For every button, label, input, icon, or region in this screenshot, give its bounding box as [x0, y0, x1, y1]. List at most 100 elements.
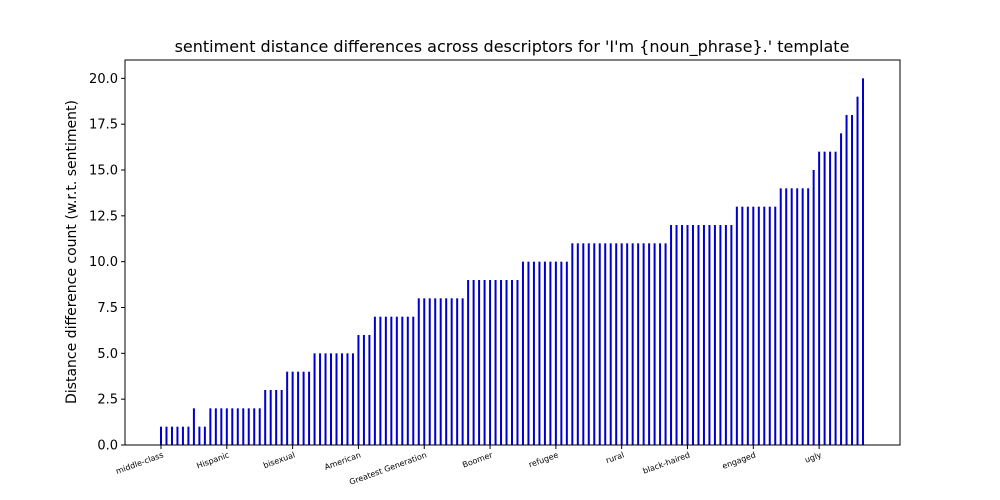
y-tick-label: 2.5: [97, 393, 118, 408]
bar: [478, 280, 481, 445]
bar: [763, 206, 766, 445]
bar: [571, 243, 574, 445]
bars-group: [160, 78, 864, 446]
bar: [264, 390, 267, 445]
bar: [856, 96, 859, 446]
bar: [302, 371, 305, 445]
bar: [390, 316, 393, 445]
bar: [351, 353, 354, 445]
bar: [637, 243, 640, 445]
bar: [527, 261, 530, 445]
bar: [220, 408, 223, 445]
bar: [511, 280, 513, 445]
bar: [648, 243, 651, 445]
bar: [653, 243, 656, 445]
bar: [774, 206, 777, 445]
bar: [450, 298, 453, 445]
bar: [642, 243, 645, 445]
bar: [373, 316, 376, 445]
bar: [604, 243, 607, 445]
bar: [543, 261, 546, 445]
bar: [362, 335, 365, 445]
bar: [587, 243, 590, 445]
bar: [297, 371, 300, 445]
y-axis-label: Distance difference count (w.r.t. sentim…: [64, 100, 80, 404]
bar: [812, 170, 815, 445]
bar: [697, 225, 700, 445]
bar: [384, 316, 387, 445]
bar: [686, 225, 689, 445]
bar: [752, 206, 755, 445]
bar: [346, 353, 349, 445]
bar: [505, 280, 508, 445]
bar: [681, 225, 684, 445]
bar: [631, 243, 634, 445]
bar: [187, 426, 190, 445]
bar: [335, 353, 338, 445]
bar: [779, 188, 782, 445]
bar: [713, 225, 716, 445]
y-tick-label: 5.0: [97, 347, 118, 362]
bar: [807, 188, 810, 445]
bar: [417, 298, 420, 445]
bar: [532, 261, 535, 445]
bar: [395, 316, 398, 445]
bar: [565, 261, 568, 445]
bar: [313, 353, 316, 445]
bar: [500, 280, 503, 445]
bar: [626, 243, 629, 445]
bar: [319, 353, 322, 445]
y-tick-label: 12.5: [89, 209, 118, 224]
bar: [521, 261, 524, 445]
bar: [165, 426, 168, 445]
bar: [675, 225, 678, 445]
bar: [582, 243, 585, 445]
bar: [494, 280, 497, 445]
bar: [620, 243, 623, 445]
bar: [461, 298, 464, 445]
bar: [790, 188, 793, 445]
bar: [209, 408, 212, 445]
bar: [379, 316, 382, 445]
bar: [467, 280, 470, 445]
bar: [598, 243, 601, 445]
y-axis: 0.0 2.5 5.0 7.5 10.0 12.5 15.0 17.5 20.0: [89, 72, 125, 454]
bar: [554, 261, 557, 445]
bar: [231, 408, 234, 445]
bar: [428, 298, 431, 445]
bar: [746, 206, 749, 445]
bar: [280, 390, 283, 445]
bar: [214, 408, 217, 445]
bar: [434, 298, 437, 445]
bar: [829, 151, 832, 446]
bar: [286, 371, 289, 445]
y-tick-label: 7.5: [97, 301, 118, 316]
bar: [823, 151, 826, 446]
bar: [593, 243, 596, 445]
chart-title: sentiment distance differences across de…: [175, 37, 850, 57]
bar: [192, 408, 195, 445]
bar: [406, 316, 409, 445]
bar: [708, 225, 711, 445]
bar: [615, 243, 618, 445]
bar: [269, 390, 272, 445]
plot-frame: [124, 59, 901, 446]
bar: [757, 206, 760, 445]
bar: [324, 353, 327, 445]
y-tick-label: 17.5: [89, 118, 118, 133]
bar: [401, 316, 404, 445]
bar: [691, 225, 694, 445]
bar: [609, 243, 612, 445]
y-tick-label: 15.0: [89, 164, 118, 179]
bar: [702, 225, 705, 445]
bar: [489, 280, 492, 445]
bar: [730, 225, 733, 445]
bar: [258, 408, 261, 445]
bar: [834, 151, 837, 446]
bar: [735, 206, 738, 445]
bar: [785, 188, 788, 445]
bar: [291, 371, 294, 445]
bar: [472, 280, 475, 445]
bar: [368, 335, 371, 445]
